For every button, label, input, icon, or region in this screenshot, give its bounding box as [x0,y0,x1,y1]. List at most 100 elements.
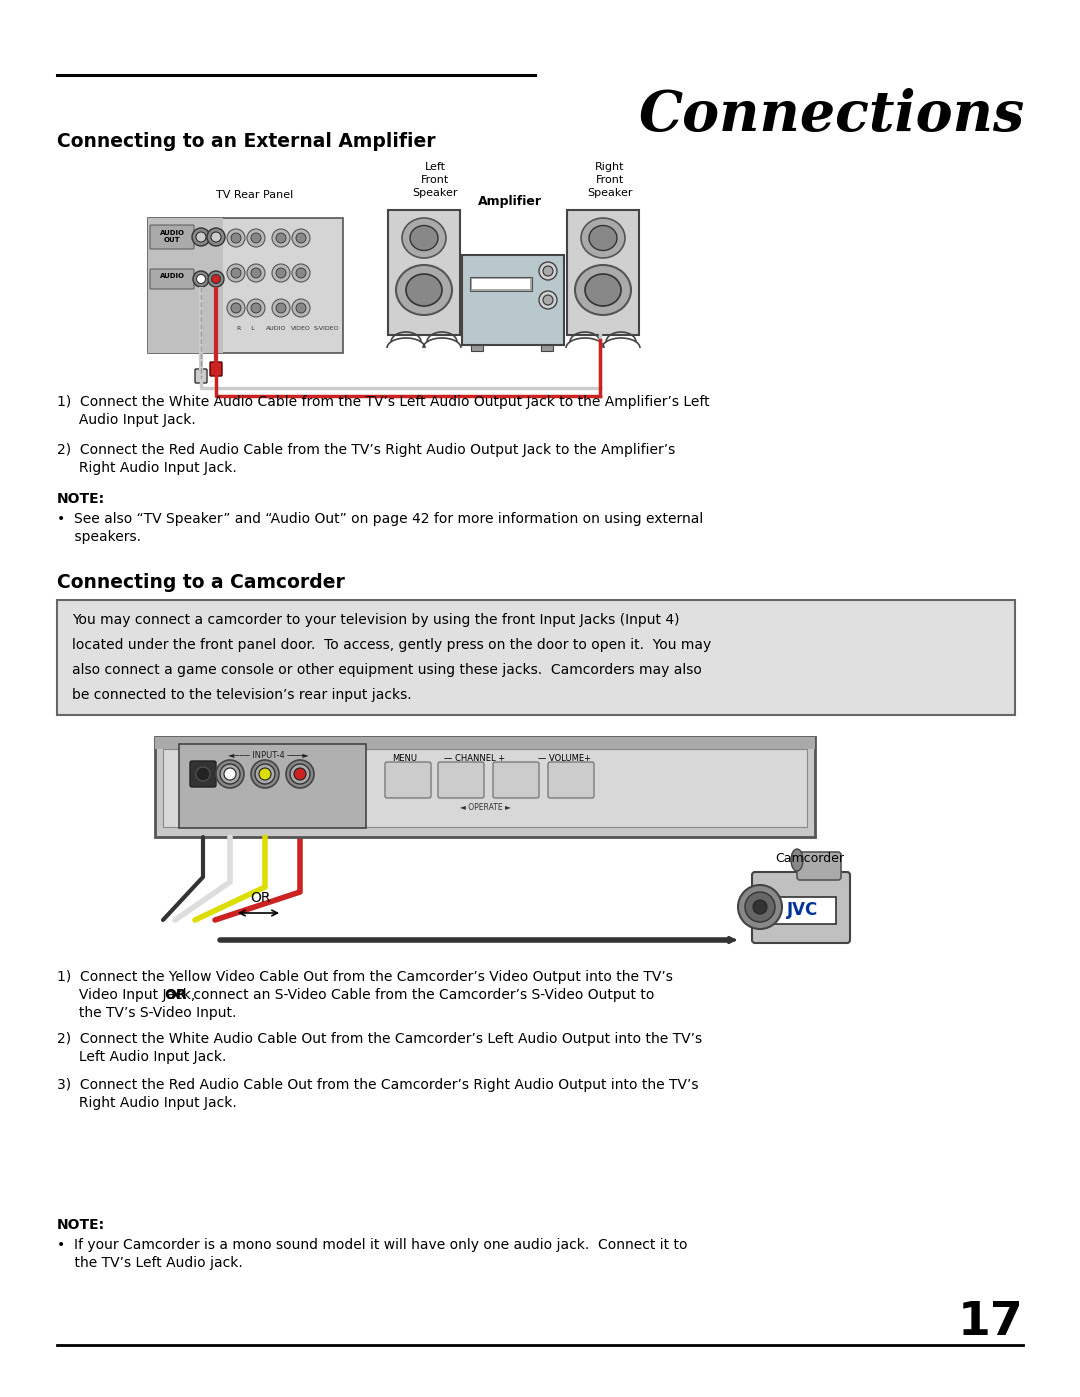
Circle shape [251,760,279,788]
Circle shape [272,264,291,282]
Circle shape [227,264,245,282]
Text: Camcorder: Camcorder [775,852,845,865]
Circle shape [276,268,286,278]
Text: the TV’s S-Video Input.: the TV’s S-Video Input. [57,1006,237,1020]
FancyBboxPatch shape [752,872,850,943]
Text: •  If your Camcorder is a mono sound model it will have only one audio jack.  Co: • If your Camcorder is a mono sound mode… [57,1238,688,1252]
Ellipse shape [589,225,617,250]
Text: 1)  Connect the Yellow Video Cable Out from the Camcorder’s Video Output into th: 1) Connect the Yellow Video Cable Out fr… [57,970,673,983]
Text: — VOLUME+: — VOLUME+ [539,754,592,763]
Circle shape [231,268,241,278]
Circle shape [251,233,261,243]
Circle shape [192,228,210,246]
Text: OR: OR [164,988,187,1002]
Text: Left Audio Input Jack.: Left Audio Input Jack. [57,1051,227,1065]
Text: Audio Input Jack.: Audio Input Jack. [57,414,195,427]
Text: ◄ OPERATE ►: ◄ OPERATE ► [460,803,511,812]
Text: — CHANNEL +: — CHANNEL + [445,754,505,763]
Circle shape [543,265,553,277]
Circle shape [208,271,224,286]
FancyBboxPatch shape [384,761,431,798]
Circle shape [539,263,557,279]
FancyBboxPatch shape [156,738,815,837]
Circle shape [294,768,306,780]
Circle shape [276,303,286,313]
Circle shape [247,229,265,247]
Circle shape [247,299,265,317]
Ellipse shape [406,274,442,306]
Circle shape [231,303,241,313]
FancyBboxPatch shape [190,761,216,787]
FancyBboxPatch shape [163,749,807,827]
FancyBboxPatch shape [470,277,532,291]
Text: AUDIO
OUT: AUDIO OUT [160,231,185,243]
Circle shape [286,760,314,788]
Text: NOTE:: NOTE: [57,1218,105,1232]
Circle shape [211,232,221,242]
Ellipse shape [791,849,804,870]
Circle shape [292,229,310,247]
Text: Amplifier: Amplifier [478,196,542,208]
Circle shape [247,264,265,282]
Circle shape [296,233,306,243]
Circle shape [543,295,553,305]
Text: Right Audio Input Jack.: Right Audio Input Jack. [57,461,237,475]
Text: speakers.: speakers. [57,529,141,543]
Circle shape [195,767,210,781]
Text: the TV’s Left Audio jack.: the TV’s Left Audio jack. [57,1256,243,1270]
Text: R     L: R L [238,326,255,331]
Text: •  See also “TV Speaker” and “Audio Out” on page 42 for more information on usin: • See also “TV Speaker” and “Audio Out” … [57,511,703,527]
Circle shape [231,233,241,243]
FancyBboxPatch shape [797,852,841,880]
Text: VIDEO: VIDEO [292,326,311,331]
FancyBboxPatch shape [148,218,343,353]
Circle shape [193,271,210,286]
Circle shape [195,232,206,242]
FancyBboxPatch shape [548,761,594,798]
FancyBboxPatch shape [541,345,553,351]
Circle shape [292,264,310,282]
Text: S-VIDEO: S-VIDEO [313,326,339,331]
Circle shape [255,764,275,784]
Circle shape [259,768,271,780]
Circle shape [251,268,261,278]
Text: Left
Front
Speaker: Left Front Speaker [413,162,458,198]
Text: JVC: JVC [787,901,819,919]
Ellipse shape [585,274,621,306]
FancyBboxPatch shape [462,256,564,345]
Circle shape [207,228,225,246]
FancyBboxPatch shape [179,745,366,828]
Circle shape [296,303,306,313]
Text: You may connect a camcorder to your television by using the front Input Jacks (I: You may connect a camcorder to your tele… [72,613,679,627]
Ellipse shape [402,218,446,258]
Text: ◄─── INPUT-4 ───►: ◄─── INPUT-4 ───► [228,752,309,760]
Ellipse shape [581,218,625,258]
Circle shape [276,233,286,243]
Text: 1)  Connect the White Audio Cable from the TV’s Left Audio Output Jack to the Am: 1) Connect the White Audio Cable from th… [57,395,710,409]
Circle shape [745,893,775,922]
Ellipse shape [410,225,438,250]
Circle shape [539,291,557,309]
Circle shape [738,886,782,929]
Text: AUDIO: AUDIO [160,272,185,279]
Text: Right Audio Input Jack.: Right Audio Input Jack. [57,1097,237,1111]
Text: 2)  Connect the Red Audio Cable from the TV’s Right Audio Output Jack to the Amp: 2) Connect the Red Audio Cable from the … [57,443,675,457]
Text: AUDIO: AUDIO [266,326,286,331]
Text: Right
Front
Speaker: Right Front Speaker [588,162,633,198]
FancyBboxPatch shape [148,218,222,353]
FancyBboxPatch shape [210,362,222,376]
Circle shape [224,768,237,780]
Circle shape [272,299,291,317]
Text: located under the front panel door.  To access, gently press on the door to open: located under the front panel door. To a… [72,638,712,652]
FancyBboxPatch shape [57,599,1015,715]
FancyBboxPatch shape [472,279,530,289]
Ellipse shape [575,265,631,314]
Circle shape [272,229,291,247]
Circle shape [227,299,245,317]
FancyBboxPatch shape [438,761,484,798]
Text: be connected to the television’s rear input jacks.: be connected to the television’s rear in… [72,687,411,703]
Text: OR: OR [249,891,270,905]
FancyBboxPatch shape [567,210,639,335]
Circle shape [291,764,310,784]
Circle shape [292,299,310,317]
